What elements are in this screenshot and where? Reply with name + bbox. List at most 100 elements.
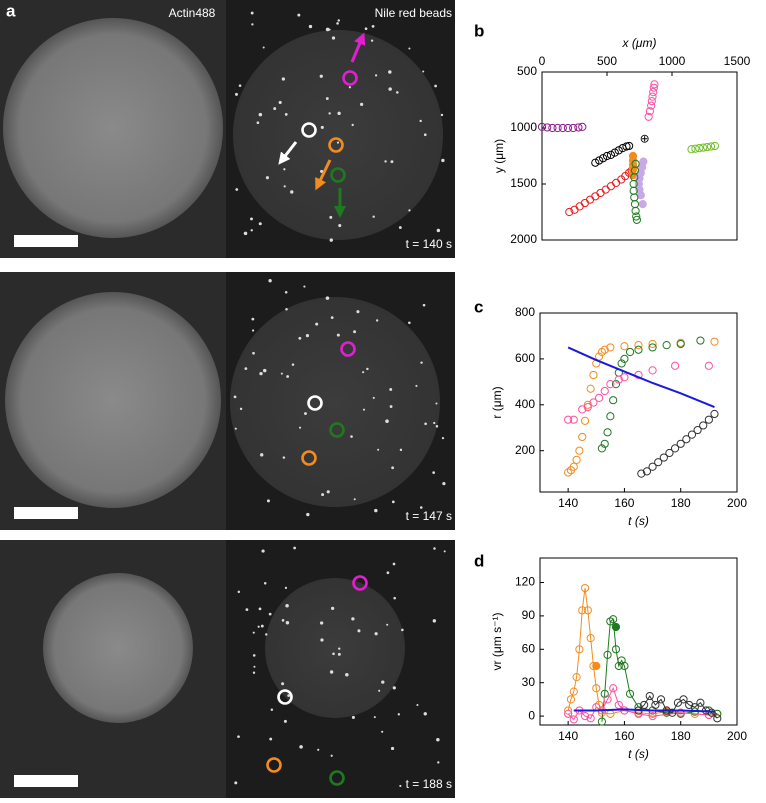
bead bbox=[391, 500, 395, 504]
bead bbox=[435, 424, 439, 428]
bead bbox=[252, 631, 255, 634]
bead bbox=[336, 333, 340, 337]
data-point bbox=[647, 101, 656, 110]
bead bbox=[364, 27, 368, 31]
data-point bbox=[597, 708, 607, 717]
data-point bbox=[609, 684, 618, 693]
data-point bbox=[695, 144, 704, 153]
data-point bbox=[648, 711, 657, 721]
bead bbox=[351, 617, 355, 621]
data-point bbox=[676, 439, 685, 448]
data-point bbox=[606, 617, 615, 626]
data-point bbox=[606, 343, 615, 352]
bead bbox=[374, 508, 378, 513]
bead bbox=[434, 84, 437, 88]
data-point bbox=[591, 192, 600, 201]
series-line bbox=[567, 587, 718, 716]
bead bbox=[391, 466, 395, 470]
bead bbox=[325, 296, 330, 300]
data-point bbox=[589, 398, 598, 407]
data-point bbox=[637, 469, 646, 478]
bead bbox=[329, 670, 334, 674]
bead bbox=[432, 471, 435, 474]
data-point bbox=[649, 83, 658, 92]
data-point bbox=[575, 645, 584, 654]
data-point bbox=[703, 142, 712, 152]
bead bbox=[330, 754, 333, 757]
data-point bbox=[656, 695, 666, 704]
y-tick-label: 60 bbox=[522, 641, 536, 655]
bead bbox=[285, 308, 288, 311]
data-point bbox=[575, 202, 584, 211]
data-point bbox=[710, 141, 720, 151]
data-point bbox=[564, 468, 573, 477]
bead bbox=[319, 621, 324, 625]
bead bbox=[270, 708, 274, 712]
data-point bbox=[713, 709, 722, 718]
tracked-bead bbox=[342, 70, 358, 86]
bead bbox=[408, 209, 411, 212]
data-point bbox=[707, 708, 716, 717]
data-point bbox=[631, 206, 640, 215]
tracked-bead bbox=[329, 422, 345, 438]
bead bbox=[337, 111, 341, 115]
data-point bbox=[578, 405, 587, 414]
bead bbox=[432, 619, 437, 623]
panel-letter: b bbox=[474, 21, 484, 40]
bead bbox=[257, 625, 260, 628]
data-point bbox=[620, 661, 629, 671]
y-tick-label: 30 bbox=[522, 675, 536, 689]
bead bbox=[337, 19, 340, 22]
data-point bbox=[691, 144, 700, 153]
bead bbox=[253, 665, 256, 668]
data-point bbox=[578, 606, 587, 615]
panel-letter: d bbox=[474, 551, 484, 570]
data-point bbox=[638, 200, 647, 209]
data-point bbox=[580, 583, 590, 593]
data-point bbox=[611, 380, 621, 389]
bead bbox=[299, 426, 302, 429]
data-point bbox=[583, 400, 592, 409]
bead bbox=[291, 363, 295, 366]
data-point bbox=[625, 141, 634, 151]
data-point bbox=[591, 158, 600, 167]
bead bbox=[283, 168, 286, 171]
y-axis-label: y (μm) bbox=[492, 139, 506, 173]
tracked-bead bbox=[301, 122, 317, 138]
bead bbox=[351, 123, 354, 127]
bead bbox=[250, 229, 253, 232]
bead bbox=[273, 107, 277, 111]
bead bbox=[320, 169, 324, 173]
data-point bbox=[569, 462, 578, 471]
frame: t = 147 s bbox=[0, 272, 455, 530]
frame: t = 140 s bbox=[0, 0, 455, 258]
bead bbox=[362, 371, 365, 374]
bead bbox=[234, 427, 237, 430]
bead bbox=[393, 596, 396, 600]
data-point bbox=[564, 415, 573, 424]
bead bbox=[351, 715, 355, 719]
x-tick-label: 180 bbox=[671, 496, 691, 510]
data-point bbox=[595, 156, 604, 165]
time-stamp: t = 147 s bbox=[406, 509, 452, 523]
bead bbox=[408, 321, 411, 325]
data-point bbox=[630, 200, 640, 209]
data-point bbox=[654, 458, 663, 467]
data-point bbox=[704, 415, 713, 424]
bead bbox=[332, 652, 335, 656]
bead bbox=[319, 74, 323, 78]
data-point bbox=[537, 122, 547, 131]
bead bbox=[433, 421, 436, 425]
panel-letter: c bbox=[474, 297, 483, 316]
bead bbox=[419, 506, 423, 509]
bead bbox=[315, 322, 319, 326]
bead bbox=[443, 550, 446, 553]
bead bbox=[392, 562, 396, 566]
bead bbox=[243, 231, 248, 236]
time-stamp: t = 188 s bbox=[406, 777, 452, 791]
bead bbox=[441, 437, 445, 440]
data-point bbox=[606, 412, 615, 421]
data-point bbox=[699, 421, 708, 430]
bead bbox=[233, 395, 237, 399]
data-point bbox=[625, 689, 635, 698]
